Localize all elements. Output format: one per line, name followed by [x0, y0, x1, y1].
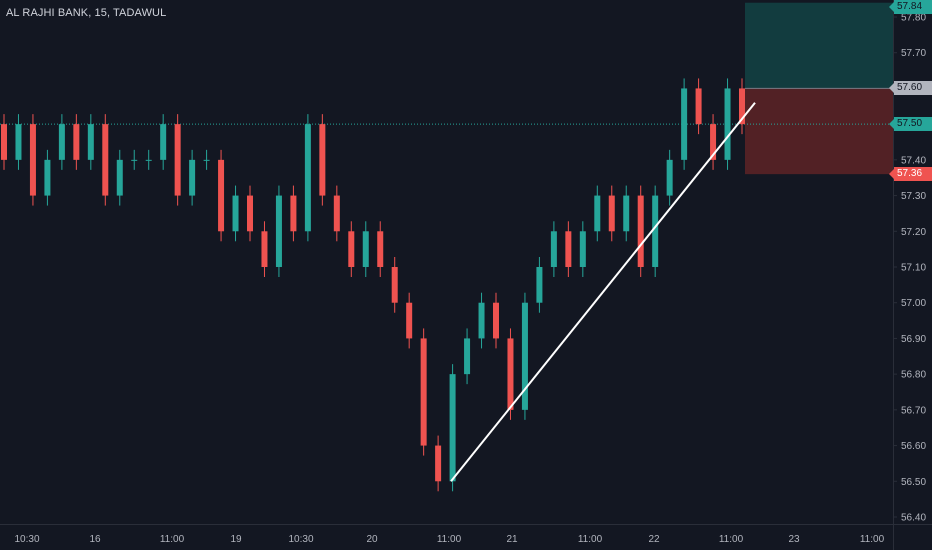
time-tick-label: 21	[506, 534, 518, 545]
candle-body	[261, 231, 268, 267]
candle-body	[218, 159, 225, 232]
time-tick-label: 22	[648, 534, 660, 545]
candle-body	[131, 159, 138, 161]
candle-body	[1, 124, 7, 160]
candle-body	[44, 159, 51, 196]
candle-body	[406, 302, 413, 339]
candle-body	[348, 231, 355, 267]
candle-body	[681, 88, 688, 160]
time-tick-label: 11:00	[578, 534, 603, 545]
candle-body	[666, 159, 673, 196]
candle-body	[493, 302, 499, 339]
time-tick-label: 11:00	[719, 534, 744, 545]
price-tick-label: 57.80	[901, 13, 926, 24]
time-tick-label: 11:00	[437, 534, 462, 545]
candle-body	[275, 195, 282, 267]
candle-body	[29, 124, 36, 196]
candle-body	[87, 124, 94, 160]
time-tick-label: 11:00	[860, 534, 885, 545]
time-axis-divider	[0, 524, 932, 525]
price-tick-label: 57.40	[901, 155, 926, 166]
candle-body	[652, 195, 659, 267]
candle-body	[362, 231, 369, 267]
price-tick-label: 57.30	[901, 191, 926, 202]
candle-body	[579, 231, 586, 267]
candle-body	[478, 302, 485, 339]
candle-body	[420, 338, 427, 446]
price-tick-label: 56.60	[901, 441, 926, 452]
time-tick-label: 11:00	[160, 534, 185, 545]
price-tick-label: 56.50	[901, 477, 926, 488]
price-tick-label: 56.90	[901, 334, 926, 345]
candle-body	[565, 231, 572, 267]
candle-body	[695, 88, 702, 125]
candle-body	[724, 88, 731, 160]
price-tick-label: 56.40	[901, 512, 926, 523]
price-tick-label: 57.70	[901, 48, 926, 59]
candle-body	[304, 124, 311, 232]
candle-body	[145, 159, 152, 161]
candle-body	[116, 159, 123, 196]
candle-body	[536, 266, 543, 303]
target-price-label: 57.84	[889, 0, 932, 14]
candle-body	[637, 195, 644, 267]
price-tick-label: 56.70	[901, 405, 926, 416]
candle-body	[594, 195, 601, 232]
candle-body	[174, 124, 181, 196]
candle-body	[608, 195, 615, 232]
candle-body	[203, 159, 210, 161]
candle-body	[160, 124, 167, 160]
candle-body	[623, 195, 630, 232]
candle-body	[550, 231, 557, 267]
price-axis-divider	[893, 0, 894, 550]
candle-body	[73, 124, 80, 160]
candle-body	[247, 195, 253, 232]
stop-price-label: 57.36	[889, 167, 932, 182]
price-tick-label: 57.10	[901, 262, 926, 273]
candle-body	[189, 159, 196, 196]
time-tick-label: 10:30	[14, 534, 39, 545]
loss-zone	[745, 88, 893, 175]
candle-body	[290, 195, 297, 232]
candle-body	[507, 338, 514, 410]
last-price-label: 57.50	[889, 117, 932, 132]
candle-body	[377, 231, 384, 267]
candle-body	[58, 124, 65, 160]
time-tick-label: 20	[366, 534, 378, 545]
candle-body	[464, 338, 471, 375]
candle-body	[449, 374, 456, 482]
time-tick-label: 23	[788, 534, 800, 545]
candle-body	[710, 124, 717, 160]
price-tick-label: 57.20	[901, 227, 926, 238]
candle-body	[391, 266, 398, 303]
candle-body	[15, 124, 22, 160]
time-tick-label: 19	[230, 534, 242, 545]
price-tick-label: 57.00	[901, 298, 926, 309]
candle-body	[102, 124, 109, 196]
symbol-title[interactable]: AL RAJHI BANK, 15, TADAWUL	[6, 7, 167, 19]
candle-body	[319, 124, 326, 196]
candle-body	[521, 302, 528, 410]
trend-line	[450, 102, 756, 482]
time-tick-label: 10:30	[288, 534, 313, 545]
price-tick-label: 56.80	[901, 370, 926, 381]
candle-body	[739, 88, 745, 125]
profit-zone	[745, 2, 893, 89]
candle-body	[333, 195, 340, 232]
candle-body	[435, 445, 442, 482]
candle-body	[232, 195, 239, 232]
time-tick-label: 16	[89, 534, 101, 545]
entry-price-label: 57.60	[889, 81, 932, 96]
